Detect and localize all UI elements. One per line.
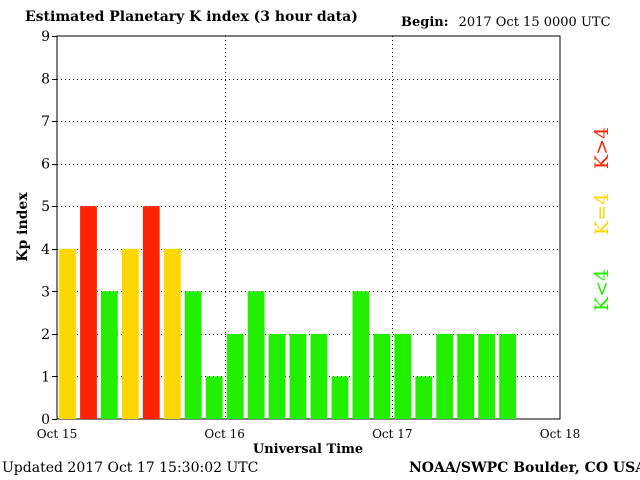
begin-label: Begin: xyxy=(401,15,449,30)
x-tick-label: Oct 15 xyxy=(37,427,77,441)
kp-bar xyxy=(59,248,76,419)
y-tick-label: 4 xyxy=(41,242,50,258)
x-axis-label: Universal Time xyxy=(253,442,363,457)
bars xyxy=(59,206,516,419)
kp-bar xyxy=(394,333,412,419)
kp-bar xyxy=(352,291,370,419)
kp-bar xyxy=(289,333,307,419)
kp-bar xyxy=(436,333,454,419)
plot-frame xyxy=(56,35,561,420)
updated-value: 2017 Oct 17 15:30:02 UTC xyxy=(67,460,259,476)
chart-title: Estimated Planetary K index (3 hour data… xyxy=(25,9,358,25)
y-tick-label: 7 xyxy=(41,114,50,130)
legend-k-equal-4: K=4 xyxy=(591,193,613,235)
y-axis-ticks: 0 1 2 3 4 5 6 7 8 9 xyxy=(41,29,57,428)
x-axis-ticks: Oct 15 Oct 16 Oct 17 Oct 18 xyxy=(37,427,580,441)
kp-bar xyxy=(373,333,391,419)
begin-value: 2017 Oct 15 0000 UTC xyxy=(458,15,611,30)
updated-timestamp: Updated 2017 Oct 17 15:30:02 UTC xyxy=(2,460,258,476)
x-tick-label: Oct 17 xyxy=(372,427,412,441)
y-tick-label: 6 xyxy=(41,157,50,173)
y-axis-label: Kp index xyxy=(15,192,31,262)
credit-text: NOAA/SWPC Boulder, CO USA xyxy=(409,460,640,476)
kp-bar xyxy=(205,376,223,419)
y-tick-label: 0 xyxy=(41,412,50,428)
kp-bar xyxy=(457,333,475,419)
kp-bar xyxy=(122,248,139,419)
kp-bar xyxy=(310,333,328,419)
kp-bar xyxy=(101,291,118,419)
y-tick-label: 5 xyxy=(41,199,50,215)
legend-k-less-4: K<4 xyxy=(591,269,613,311)
legend-k-greater-4: K>4 xyxy=(591,127,613,169)
x-tick-label: Oct 16 xyxy=(204,427,244,441)
updated-label: Updated xyxy=(2,460,63,476)
kp-bar xyxy=(142,206,160,419)
y-tick-label: 2 xyxy=(41,327,50,343)
y-tick-label: 3 xyxy=(41,284,50,300)
kp-bar xyxy=(478,333,496,419)
x-tick-label: Oct 18 xyxy=(540,427,580,441)
kp-bar xyxy=(268,333,286,419)
y-tick-label: 1 xyxy=(41,369,50,385)
kp-bar xyxy=(415,376,433,419)
begin-time: Begin: 2017 Oct 15 0000 UTC xyxy=(401,15,611,30)
kp-bar xyxy=(80,206,97,419)
kp-bar xyxy=(331,376,349,419)
y-tick-label: 9 xyxy=(41,29,50,45)
y-tick-label: 8 xyxy=(41,72,50,88)
kp-bar xyxy=(499,333,516,419)
kp-bar xyxy=(163,248,181,419)
kp-bar xyxy=(184,291,202,419)
kp-bar xyxy=(226,333,244,419)
kp-bar xyxy=(247,291,265,419)
